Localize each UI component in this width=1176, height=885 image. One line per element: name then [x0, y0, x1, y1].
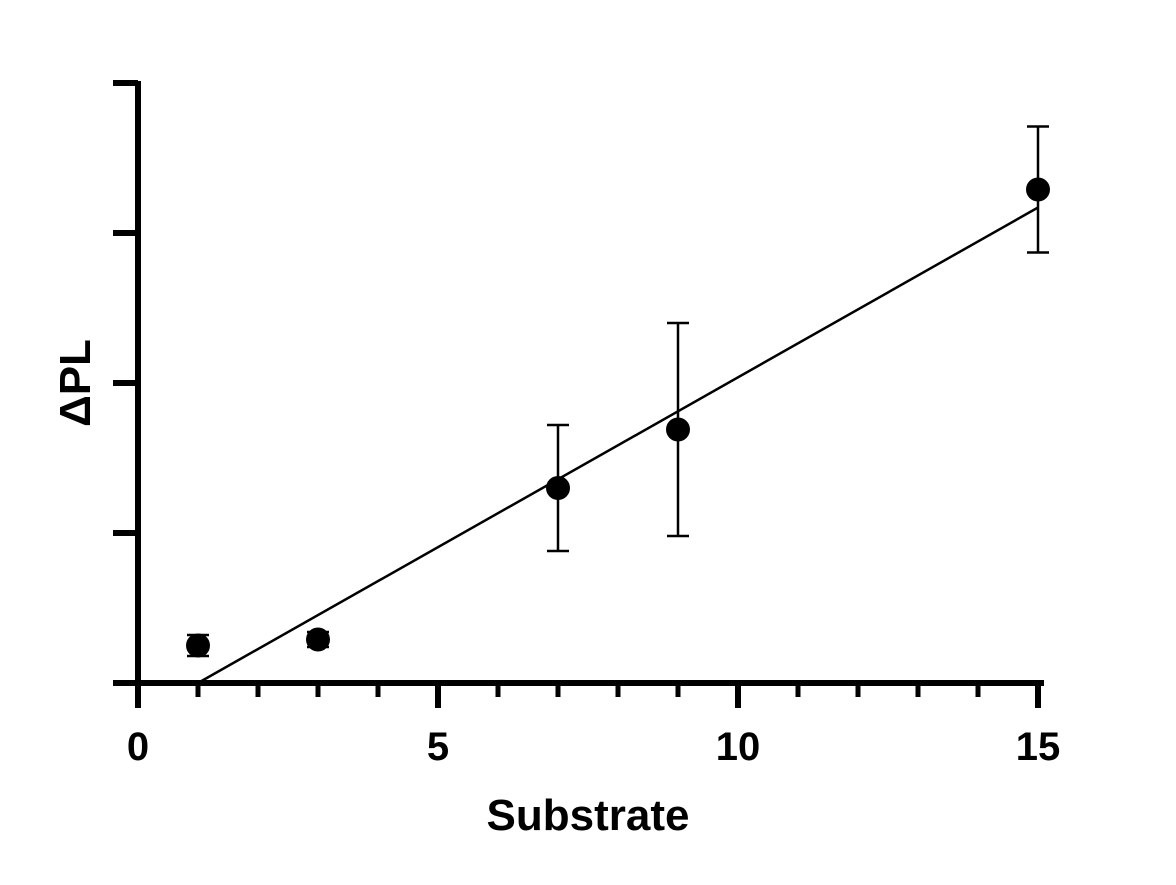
data-points: [186, 125, 1050, 658]
y-axis-label: ΔPL: [51, 339, 100, 427]
data-point: [546, 476, 570, 500]
fit-line-group: [197, 206, 1039, 685]
x-tick-label: 0: [127, 725, 149, 769]
data-point: [666, 417, 690, 442]
x-tick-label: 10: [716, 725, 761, 769]
x-axis-label: Substrate: [487, 791, 690, 840]
axes: 0 5 10 15: [113, 80, 1061, 769]
fit-line: [197, 206, 1039, 685]
data-point: [306, 627, 330, 652]
x-tick-label: 5: [427, 725, 449, 769]
data-point: [1026, 177, 1050, 202]
data-point: [186, 633, 210, 658]
x-tick-label: 15: [1016, 725, 1061, 769]
